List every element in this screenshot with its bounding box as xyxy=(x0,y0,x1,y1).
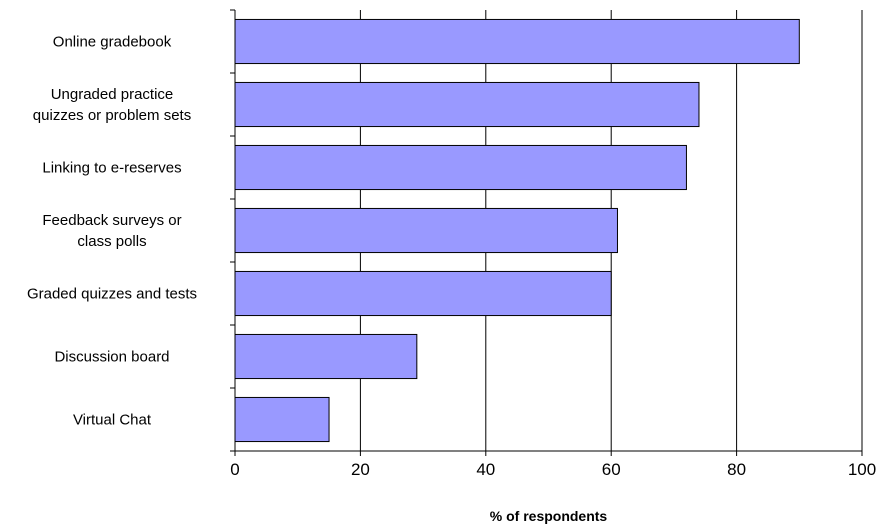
bar xyxy=(234,144,687,191)
category-label-line: Graded quizzes and tests xyxy=(27,286,197,303)
category-label: Graded quizzes and tests xyxy=(27,286,197,303)
x-tick-label: 80 xyxy=(727,460,746,479)
category-label: Discussion board xyxy=(54,349,169,366)
axes xyxy=(230,9,863,456)
category-label-line: quizzes or problem sets xyxy=(33,107,191,124)
bar xyxy=(234,270,612,317)
bar xyxy=(234,333,418,380)
x-axis-title: % of respondents xyxy=(490,508,608,524)
category-label: Virtual Chat xyxy=(73,412,152,429)
bar xyxy=(234,18,800,65)
category-label-line: Ungraded practice xyxy=(51,86,174,103)
category-label-line: Virtual Chat xyxy=(73,412,152,429)
category-label-line: Online gradebook xyxy=(53,34,172,51)
bar xyxy=(234,81,700,128)
x-tick-label: 0 xyxy=(230,460,239,479)
x-tick-label: 100 xyxy=(848,460,876,479)
x-tick-label: 40 xyxy=(476,460,495,479)
category-labels: Online gradebook Ungraded practice quizzes… xyxy=(27,34,197,429)
category-label-line: Discussion board xyxy=(54,349,169,366)
bar xyxy=(234,396,330,443)
category-label: Ungraded practice quizzes or problem sets xyxy=(33,86,191,124)
bars xyxy=(234,18,800,443)
category-label-line: Feedback surveys or xyxy=(42,212,181,229)
x-tick-labels: 0 20 40 60 80 100 xyxy=(230,460,876,479)
x-tick-label: 60 xyxy=(602,460,621,479)
category-label: Linking to e-reserves xyxy=(42,160,181,177)
bar xyxy=(234,207,618,254)
x-tick-label: 20 xyxy=(351,460,370,479)
category-label-line: Linking to e-reserves xyxy=(42,160,181,177)
category-label: Online gradebook xyxy=(53,34,172,51)
category-label-line: class polls xyxy=(77,233,146,250)
category-label: Feedback surveys or class polls xyxy=(42,212,181,250)
